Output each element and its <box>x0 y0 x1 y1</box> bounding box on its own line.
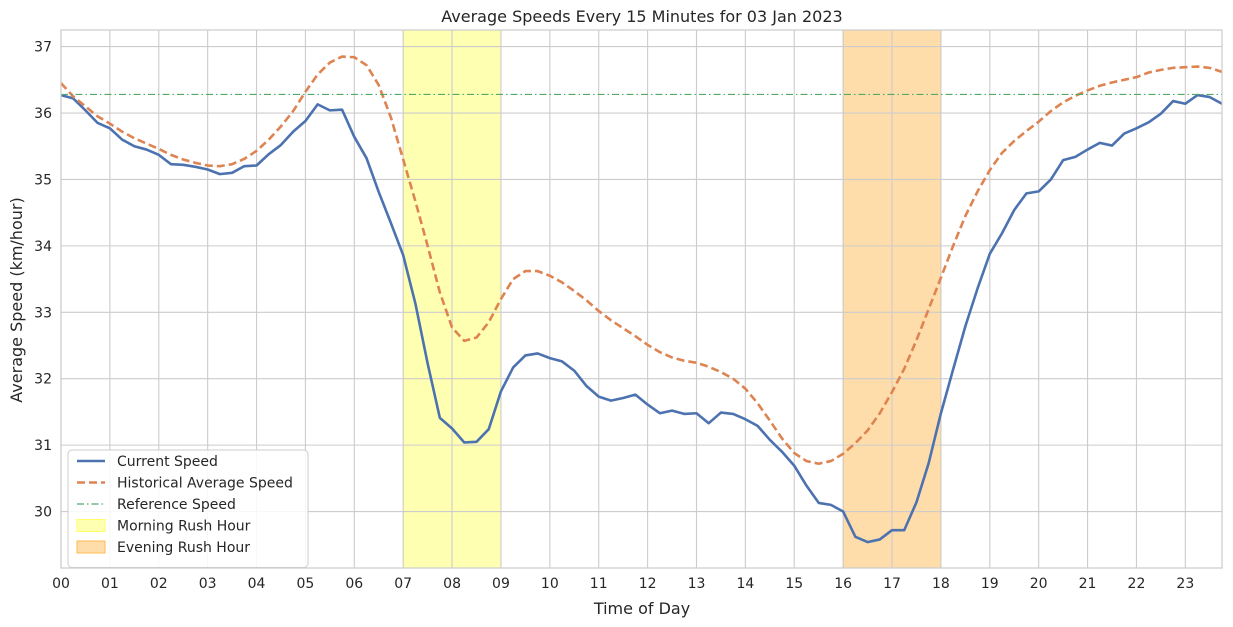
x-tick-label: 16 <box>834 576 852 592</box>
x-tick-label: 20 <box>1030 576 1048 592</box>
plot-frame <box>60 29 1223 569</box>
x-tick-label: 19 <box>981 576 999 592</box>
x-tick-label: 02 <box>150 576 168 592</box>
legend-label-2: Reference Speed <box>117 497 236 513</box>
series-line-1 <box>60 55 1223 466</box>
x-tick-label: 11 <box>590 576 608 592</box>
x-tick-label: 01 <box>101 576 119 592</box>
x-tick-label: 04 <box>248 576 266 592</box>
legend-label-1: Historical Average Speed <box>117 476 293 492</box>
x-tick-label: 13 <box>688 576 706 592</box>
x-tick-label: 03 <box>199 576 217 592</box>
y-tick-label: 37 <box>34 40 52 56</box>
y-tick-label: 30 <box>34 505 52 521</box>
series-line-0 <box>60 93 1223 544</box>
legend-region-label-1: Evening Rush Hour <box>117 540 250 556</box>
x-tick-label: 22 <box>1128 576 1146 592</box>
x-tick-label: 07 <box>394 576 412 592</box>
y-tick-label: 32 <box>34 372 52 388</box>
x-tick-label: 15 <box>785 576 803 592</box>
x-tick-labels: 00 01 02 03 04 05 06 07 08 09 10 11 12 13 14 15 16 17 18 19… <box>52 576 1194 592</box>
legend-label-0: Current Speed <box>117 454 218 470</box>
x-tick-label: 12 <box>639 576 657 592</box>
chart-title: Average Speeds Every 15 Minutes for 03 J… <box>441 7 842 26</box>
x-tick-label: 23 <box>1176 576 1194 592</box>
x-tick-label: 05 <box>297 576 315 592</box>
x-tick-label: 18 <box>932 576 950 592</box>
y-tick-labels: 30 31 32 33 34 35 36 37 <box>34 40 52 521</box>
x-tick-label: 17 <box>883 576 901 592</box>
legend-patch-1 <box>76 540 106 554</box>
y-tick-label: 33 <box>34 305 52 321</box>
x-tick-label: 08 <box>443 576 461 592</box>
y-tick-label: 35 <box>34 172 52 188</box>
x-tick-label: 21 <box>1079 576 1097 592</box>
x-axis-label: Time of Day <box>593 599 690 618</box>
x-tick-label: 14 <box>736 576 754 592</box>
x-tick-label: 10 <box>541 576 559 592</box>
legend-patch-0 <box>76 519 106 532</box>
legend-region-label-0: Morning Rush Hour <box>117 519 251 535</box>
series-lines <box>60 55 1223 544</box>
y-tick-label: 31 <box>34 438 52 454</box>
x-tick-label: 06 <box>345 576 363 592</box>
x-tick-label: 00 <box>52 576 70 592</box>
x-tick-label: 09 <box>492 576 510 592</box>
legend-box <box>67 449 309 568</box>
y-tick-label: 36 <box>34 106 52 122</box>
chart-legend: Current Speed Historical Average Speed Ref… <box>67 449 309 568</box>
y-axis-label: Average Speed (km/hour) <box>7 197 26 402</box>
y-tick-label: 34 <box>34 239 52 255</box>
